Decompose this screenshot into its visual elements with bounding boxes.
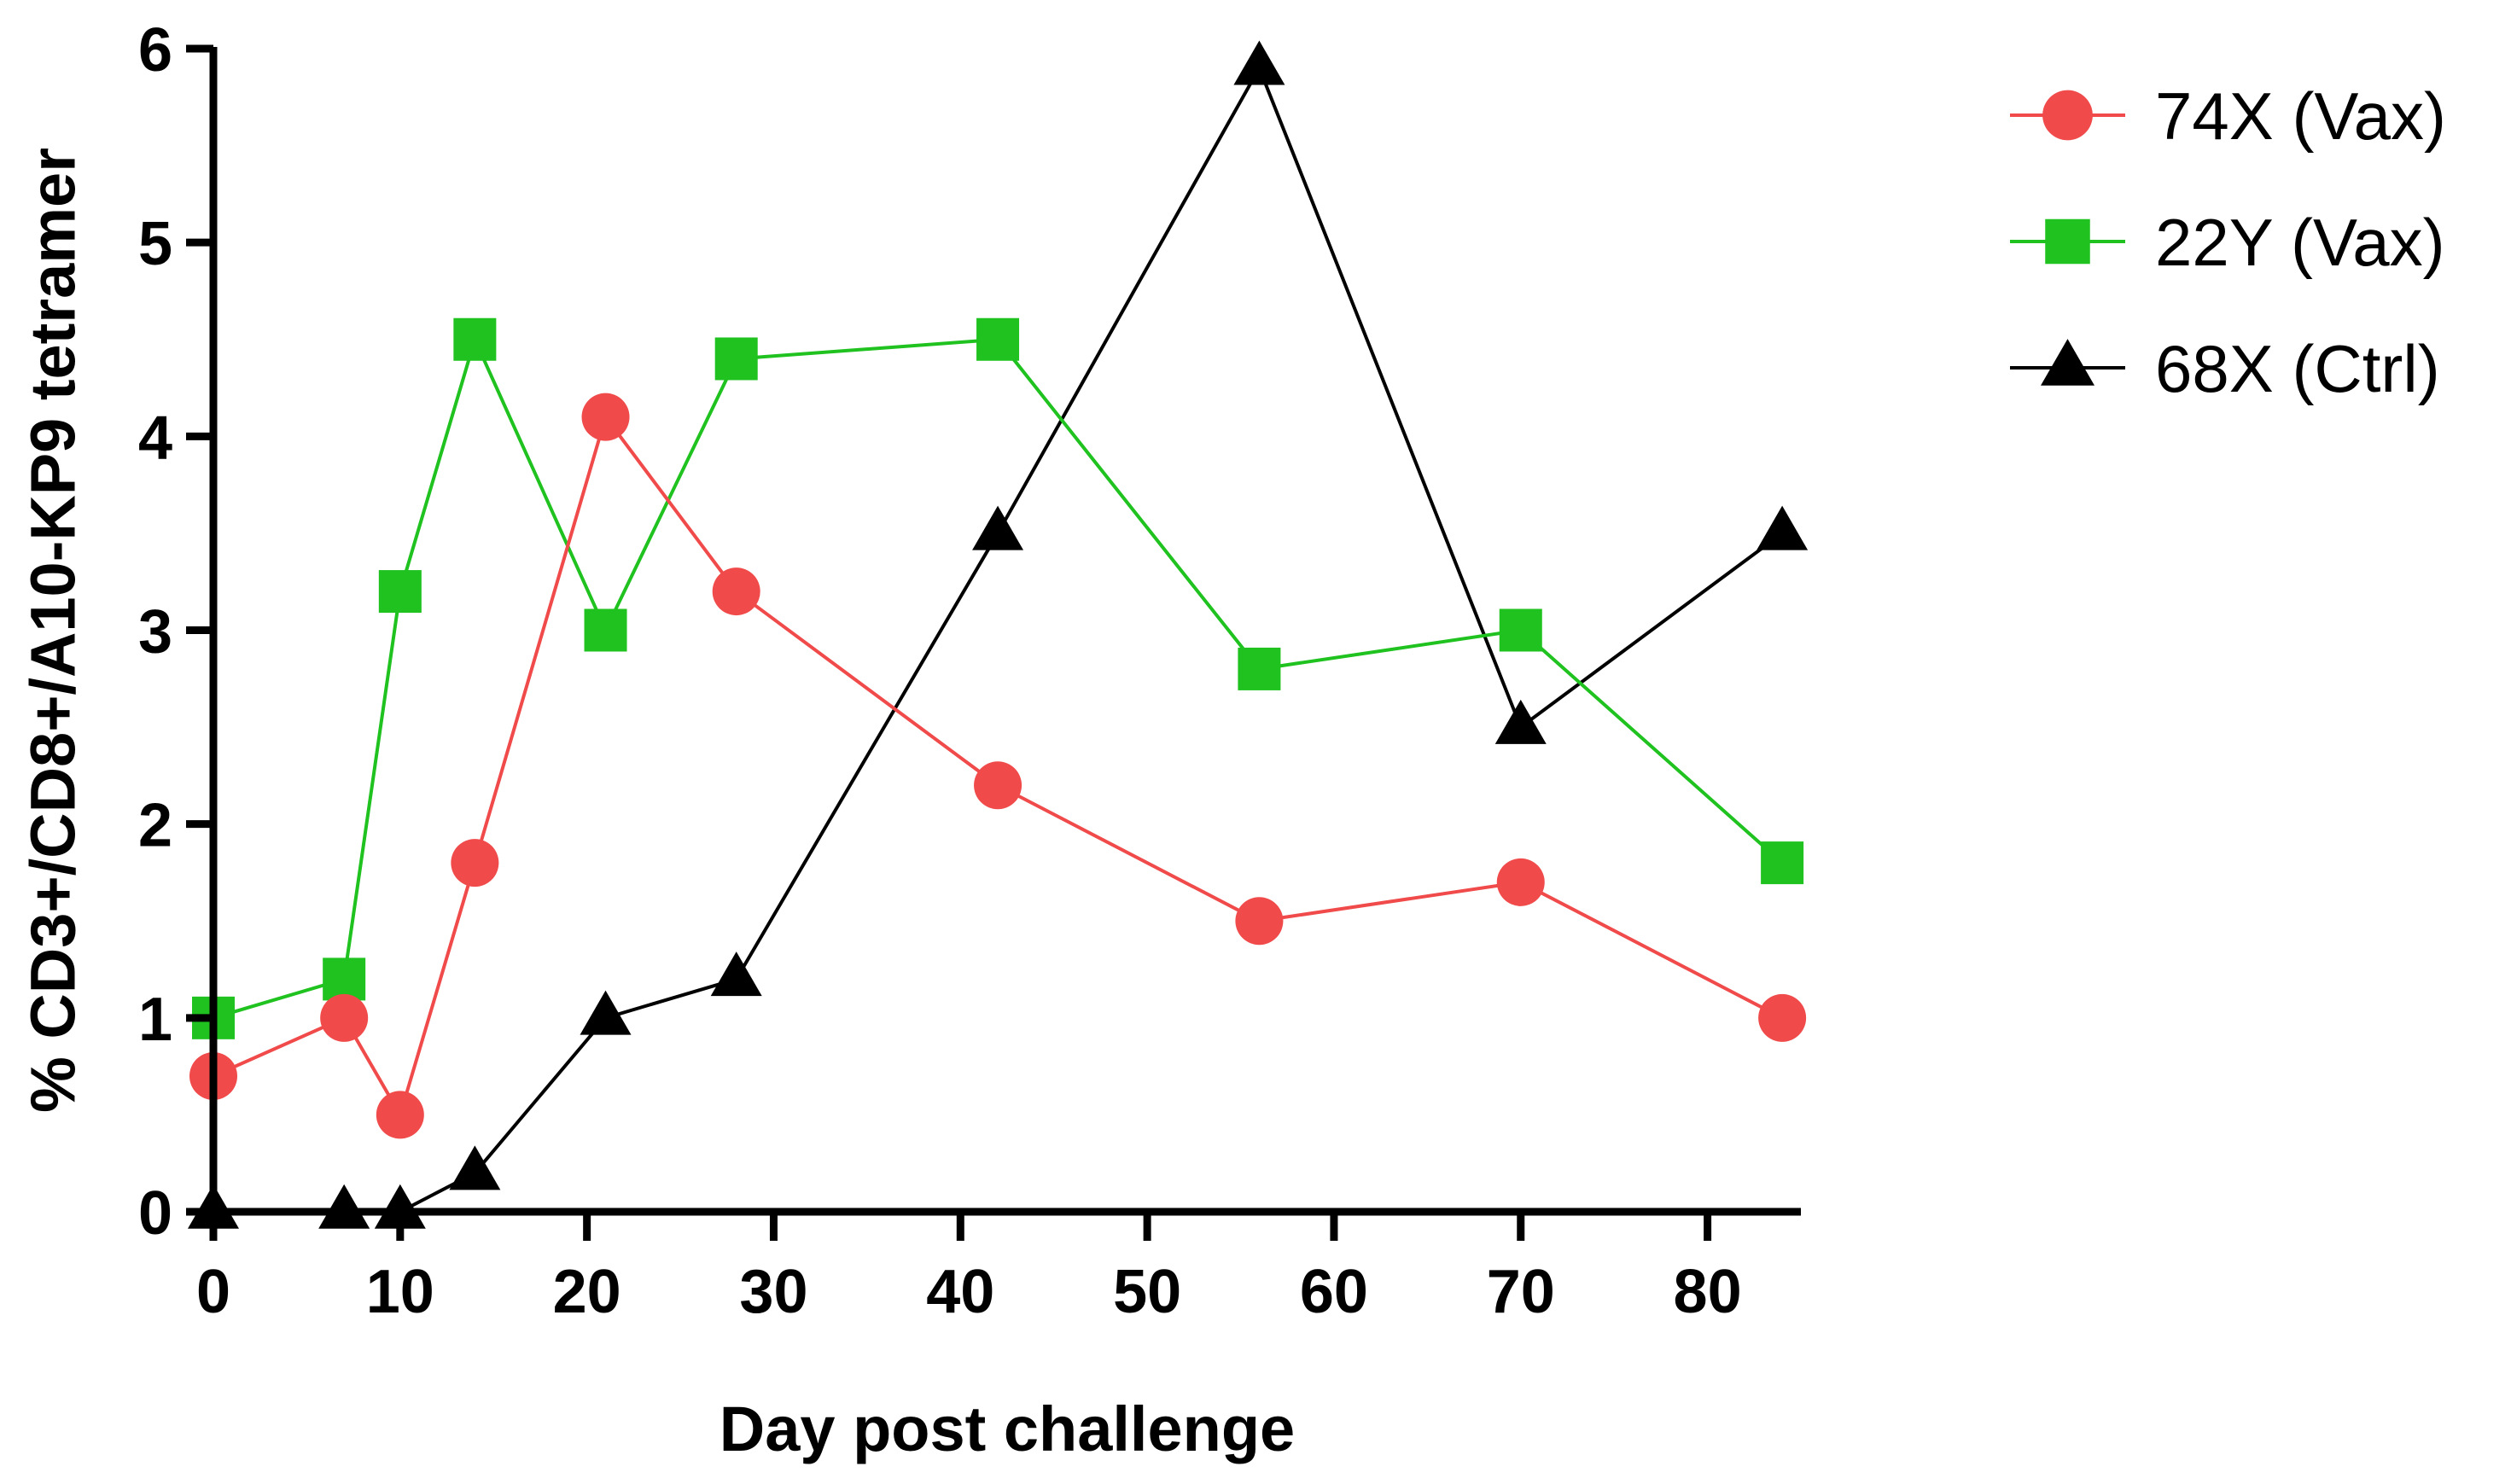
legend-item-1: 74X (Vax) — [2010, 79, 2446, 154]
plot-area — [188, 40, 1809, 1229]
data-point — [318, 1184, 370, 1229]
x-tick-label: 10 — [366, 1258, 434, 1326]
legend-item-3: 68X (Ctrl) — [2010, 331, 2440, 406]
x-tick-label: 80 — [1674, 1258, 1742, 1326]
series-line — [213, 335, 1784, 1020]
y-tick-label: 4 — [138, 404, 172, 472]
data-point — [449, 1145, 501, 1190]
data-point — [1757, 505, 1809, 550]
data-point — [976, 317, 1020, 361]
data-point — [712, 567, 760, 616]
y-tick-label: 6 — [138, 16, 172, 84]
legend-marker — [2041, 339, 2094, 386]
data-point — [1758, 993, 1807, 1042]
y-tick-label: 1 — [138, 986, 172, 1054]
data-point — [1494, 699, 1547, 744]
data-point — [1499, 608, 1542, 652]
legend-marker — [2045, 218, 2090, 265]
y-axis-title: % CD3+/CD8+/A10-KP9 tetramer — [18, 148, 89, 1113]
legend: 74X (Vax) 22Y (Vax) 68X (Ctrl) — [2010, 79, 2446, 406]
data-point — [374, 1184, 426, 1229]
data-point — [581, 393, 630, 441]
y-tick-label: 3 — [138, 598, 172, 666]
x-tick-label: 50 — [1113, 1258, 1181, 1326]
x-tick-label: 60 — [1300, 1258, 1368, 1326]
data-point — [453, 317, 497, 361]
series-1 — [189, 393, 1807, 1139]
data-point — [1761, 841, 1804, 885]
x-tick-label: 70 — [1487, 1258, 1555, 1326]
x-axis-title: Day post challenge — [720, 1394, 1295, 1464]
x-tick-label: 0 — [196, 1258, 230, 1326]
x-tick-label: 20 — [553, 1258, 621, 1326]
x-tick-label: 30 — [739, 1258, 807, 1326]
legend-item-2: 22Y (Vax) — [2010, 205, 2445, 280]
data-point — [580, 990, 632, 1035]
data-point — [378, 570, 422, 614]
x-tick-label: 40 — [926, 1258, 994, 1326]
series-line — [213, 64, 1784, 1213]
legend-marker — [2042, 90, 2093, 141]
data-point — [714, 337, 758, 381]
data-point — [451, 839, 499, 887]
data-point — [1496, 858, 1545, 906]
data-point — [972, 505, 1024, 550]
data-point — [1233, 40, 1285, 85]
y-tick-label: 0 — [138, 1179, 172, 1248]
y-tick-label: 5 — [138, 210, 172, 278]
data-point — [710, 952, 762, 997]
data-point — [1235, 897, 1284, 946]
series-line — [213, 413, 1784, 1120]
data-point — [376, 1091, 424, 1139]
data-point — [320, 993, 369, 1042]
legend-label: 22Y (Vax) — [2155, 205, 2445, 280]
data-point — [1238, 647, 1281, 690]
legend-label: 74X (Vax) — [2155, 79, 2446, 154]
series-3 — [188, 40, 1809, 1229]
series-2 — [192, 317, 1804, 1039]
data-point — [323, 957, 366, 1001]
legend-label: 68X (Ctrl) — [2155, 331, 2440, 406]
data-point — [974, 761, 1022, 810]
data-point — [584, 608, 627, 652]
y-tick-label: 2 — [138, 792, 172, 860]
